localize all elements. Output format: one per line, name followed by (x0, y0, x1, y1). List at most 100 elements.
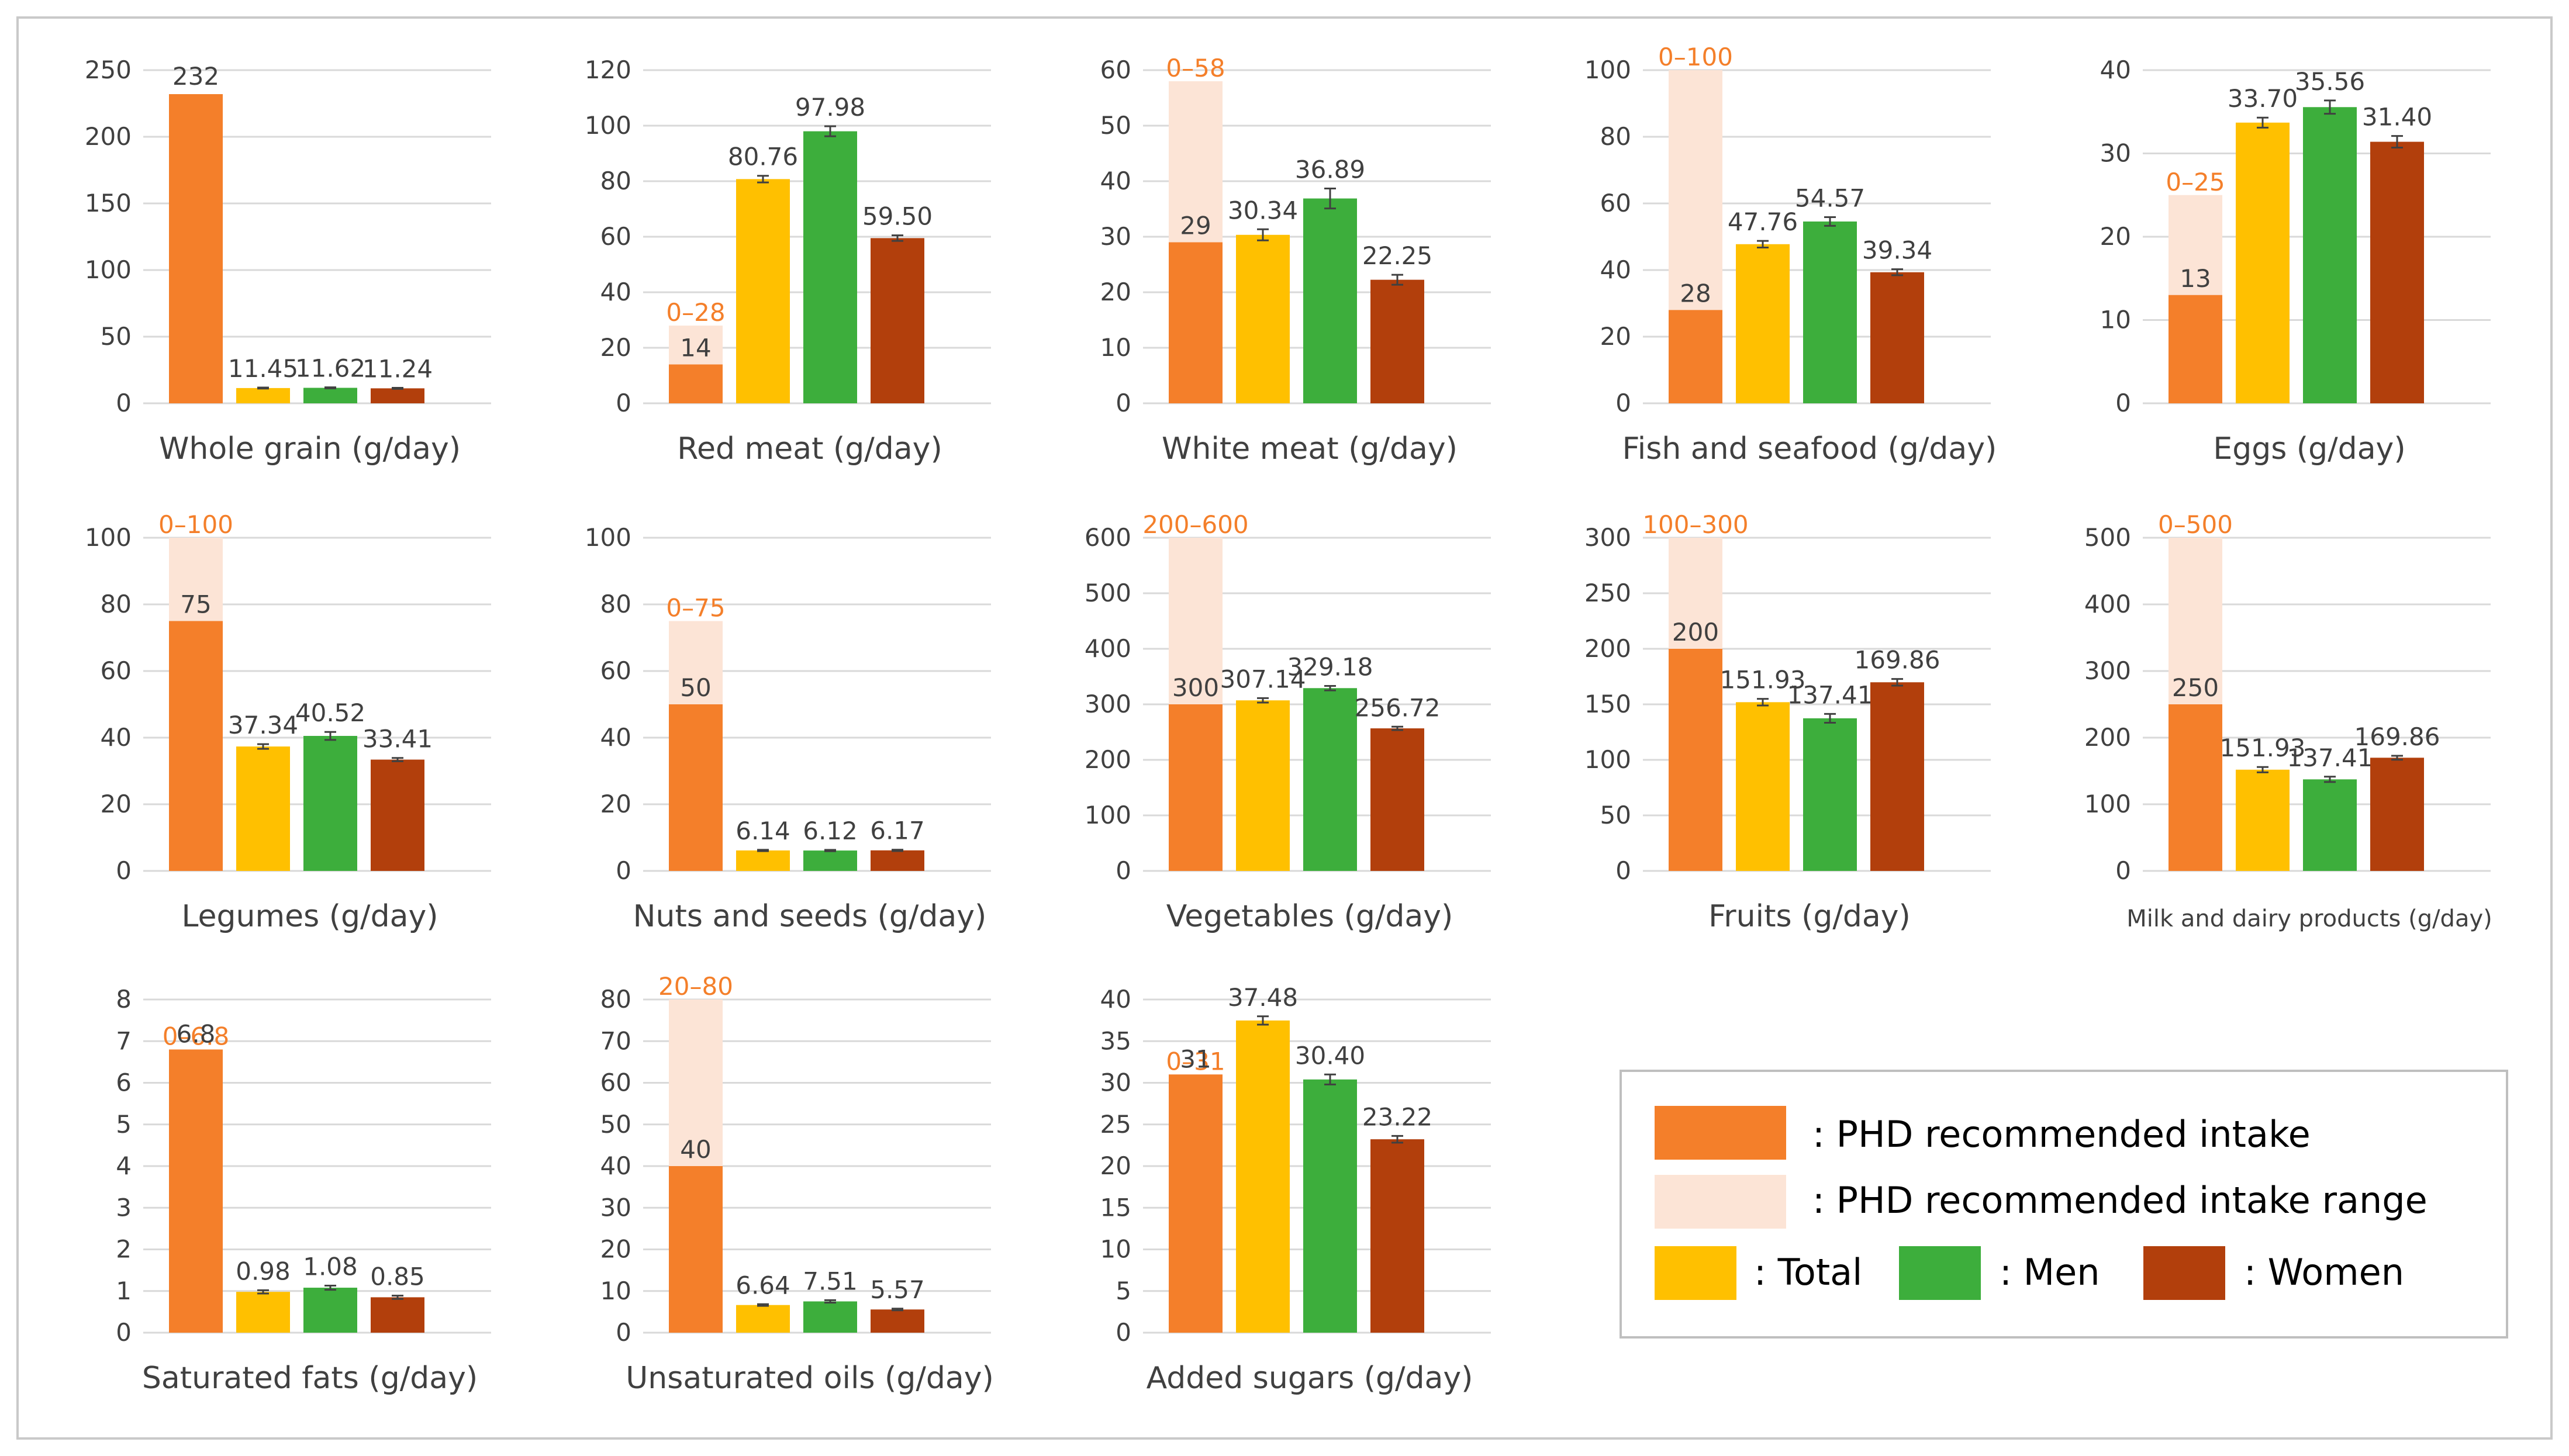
chart-title: Saturated fats (g/day) (142, 1361, 478, 1396)
chart-title: Milk and dairy products (g/day) (2126, 905, 2492, 932)
y-tick-label: 3 (116, 1193, 132, 1222)
y-tick-label: 500 (1085, 579, 1131, 607)
recommended-intake-bar (2169, 704, 2222, 871)
bar-women (871, 850, 924, 871)
chart-title: White meat (g/day) (1162, 431, 1458, 466)
y-tick-label: 40 (2100, 56, 2131, 84)
y-tick-label: 5 (1116, 1277, 1131, 1305)
y-tick-label: 60 (101, 656, 132, 685)
value-label-women: 39.34 (1862, 236, 1932, 265)
y-tick-label: 50 (600, 1110, 631, 1139)
y-tick-label: 20 (1600, 322, 1631, 351)
value-label-men: 329.18 (1287, 652, 1373, 681)
chart-title: Eggs (g/day) (2213, 431, 2405, 466)
y-tick-label: 35 (1100, 1026, 1131, 1055)
y-tick-label: 10 (1100, 333, 1131, 362)
bar-total (1236, 1020, 1290, 1333)
legend-swatch-women (2143, 1246, 2225, 1300)
value-label-total: 151.93 (1720, 666, 1806, 694)
value-label-men: 97.98 (795, 93, 865, 122)
value-label-total: 37.34 (228, 711, 298, 739)
range-label: 0–28 (666, 298, 725, 327)
y-tick-label: 20 (101, 790, 132, 818)
value-label-total: 47.76 (1728, 207, 1798, 236)
chart-title: Fruits (g/day) (1708, 899, 1911, 934)
bar-total (1236, 700, 1290, 871)
y-tick-label: 0 (1116, 1318, 1131, 1347)
bar-women (371, 388, 424, 403)
y-tick-label: 0 (1615, 856, 1631, 885)
y-tick-label: 20 (1100, 278, 1131, 306)
recommended-intake-bar (169, 621, 223, 871)
y-tick-label: 10 (1100, 1235, 1131, 1264)
range-label: 0–75 (666, 594, 725, 622)
y-tick-label: 100 (1584, 745, 1631, 774)
value-label-men: 36.89 (1295, 155, 1365, 184)
value-label-women: 169.86 (1855, 646, 1940, 675)
chart-saturated-fats: 0 1 2 3 4 5 6 7 8 0–6.86.8 0.98 1.08 0.85 Saturated f… (116, 985, 491, 1396)
recommended-value-label: 14 (680, 334, 711, 362)
recommended-value-label: 250 (2172, 673, 2219, 702)
recommended-intake-bar (669, 704, 723, 871)
bar-men (1803, 718, 1857, 871)
value-label-women: 0.85 (370, 1263, 425, 1291)
y-tick-label: 40 (1600, 255, 1631, 284)
y-tick-label: 0 (116, 1318, 132, 1347)
y-tick-label: 400 (2084, 590, 2131, 618)
legend-swatch-recommended (1655, 1106, 1786, 1160)
bar-men (2303, 779, 2357, 871)
y-tick-label: 60 (1100, 56, 1131, 84)
bar-men (2303, 107, 2357, 403)
recommended-value-label: 28 (1680, 279, 1711, 307)
value-label-total: 33.70 (2228, 84, 2298, 113)
chart-title: Fish and seafood (g/day) (1622, 431, 1997, 466)
y-tick-label: 40 (1100, 167, 1131, 195)
y-tick-label: 100 (85, 255, 132, 284)
y-tick-label: 50 (101, 322, 132, 351)
range-label: 0–25 (2166, 168, 2225, 196)
y-tick-label: 20 (600, 790, 631, 818)
chart-white-meat: 0 10 20 30 40 50 60 0–58 29 30.34 36.89 22.25 White … (1100, 54, 1491, 466)
recommended-intake-bar (1169, 1074, 1223, 1333)
value-label-men: 137.41 (1787, 680, 1873, 709)
recommended-value-label: 13 (2180, 264, 2211, 293)
y-tick-label: 100 (85, 523, 132, 552)
recommended-value-label: 300 (1172, 673, 1219, 702)
value-label-women: 23.22 (1362, 1102, 1432, 1131)
y-tick-label: 60 (1600, 189, 1631, 217)
recommended-value-label: 232 (172, 62, 219, 91)
value-label-total: 11.45 (228, 354, 298, 383)
y-tick-label: 300 (2084, 656, 2131, 685)
y-tick-label: 40 (101, 723, 132, 752)
recommended-value-label: 40 (680, 1135, 711, 1164)
bar-total (236, 746, 290, 871)
y-tick-label: 5 (116, 1110, 132, 1139)
value-label-women: 256.72 (1355, 693, 1441, 722)
chart-title: Red meat (g/day) (677, 431, 942, 466)
y-tick-label: 0 (616, 1318, 631, 1347)
y-tick-label: 80 (1600, 122, 1631, 151)
bar-men (303, 1288, 357, 1333)
legend-label-women: : Women (2244, 1251, 2404, 1294)
y-tick-label: 0 (116, 856, 132, 885)
y-tick-label: 150 (85, 189, 132, 217)
y-tick-label: 120 (585, 56, 631, 84)
y-tick-label: 30 (2100, 139, 2131, 168)
recommended-intake-bar (169, 1049, 223, 1333)
value-label-men: 11.62 (295, 354, 365, 383)
legend-label-men: : Men (2000, 1251, 2100, 1294)
bar-total (1236, 234, 1290, 403)
y-tick-label: 0 (116, 389, 132, 417)
y-tick-label: 500 (2084, 523, 2131, 552)
y-tick-label: 400 (1085, 634, 1131, 663)
y-tick-label: 4 (116, 1151, 132, 1180)
bar-women (371, 1297, 424, 1333)
value-label-women: 169.86 (2354, 722, 2440, 751)
y-tick-label: 30 (1100, 1068, 1131, 1097)
range-label: 200–600 (1142, 510, 1248, 539)
value-label-women: 22.25 (1362, 241, 1432, 270)
bar-women (1370, 279, 1424, 403)
